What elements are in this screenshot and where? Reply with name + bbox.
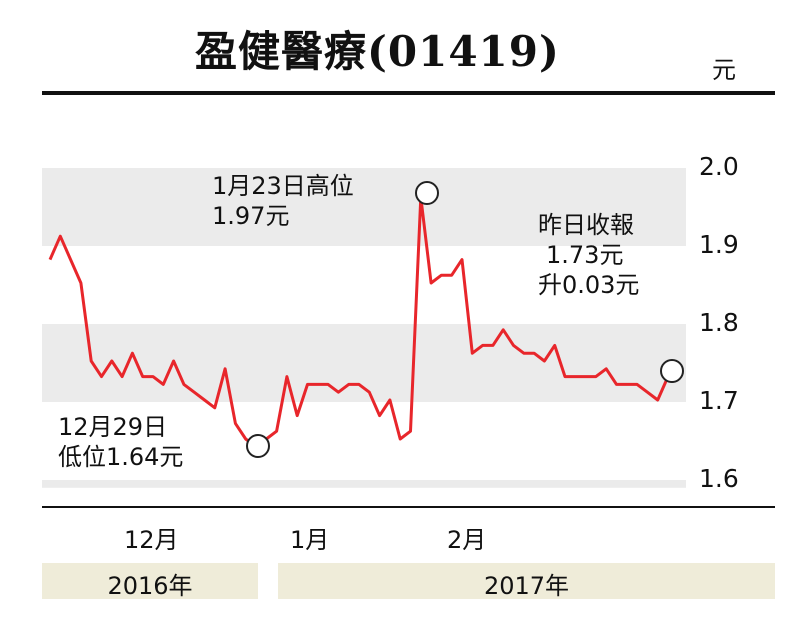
- close-annotation-line1: 昨日收報: [538, 211, 634, 239]
- close-annotation-line3: 升0.03元: [538, 271, 640, 299]
- chart-title: 盈健醫療(01419): [195, 27, 560, 76]
- x-axis-line: [42, 506, 775, 508]
- year-label-2016: 2016年: [107, 572, 193, 600]
- year-label-2017: 2017年: [483, 572, 570, 600]
- close-annotation: 昨日收報 1.73元 升0.03元: [538, 210, 639, 300]
- high-annotation-line2: 1.97元: [212, 202, 290, 230]
- low-annotation: 12月29日 低位1.64元: [58, 412, 183, 472]
- high-annotation: 1月23日高位 1.97元: [212, 171, 354, 231]
- y-tick-label: 1.7: [699, 386, 739, 415]
- title-rule: [42, 91, 775, 95]
- band-2: [42, 480, 686, 488]
- year-band-2016: [42, 563, 258, 599]
- y-tick-label: 1.9: [699, 230, 739, 259]
- y-tick-label: 1.8: [699, 308, 739, 337]
- y-tick-label: 2.0: [699, 152, 739, 181]
- low-marker: [246, 434, 270, 458]
- band-0: [42, 168, 686, 246]
- high-annotation-line1: 1月23日高位: [212, 172, 354, 200]
- month-label-dec: 12月: [124, 526, 179, 554]
- low-annotation-line2: 低位1.64元: [58, 443, 184, 471]
- month-label-feb: 2月: [447, 526, 487, 554]
- low-annotation-line1: 12月29日: [58, 413, 168, 441]
- y-tick-label: 1.6: [699, 464, 739, 493]
- high-marker: [415, 181, 439, 205]
- unit-label: 元: [712, 56, 736, 84]
- close-annotation-line2: 1.73元: [546, 241, 624, 269]
- band-1: [42, 324, 686, 402]
- close-marker: [660, 359, 684, 383]
- month-label-jan: 1月: [290, 526, 330, 554]
- year-band-2017: [278, 563, 775, 599]
- price-line: [48, 195, 670, 449]
